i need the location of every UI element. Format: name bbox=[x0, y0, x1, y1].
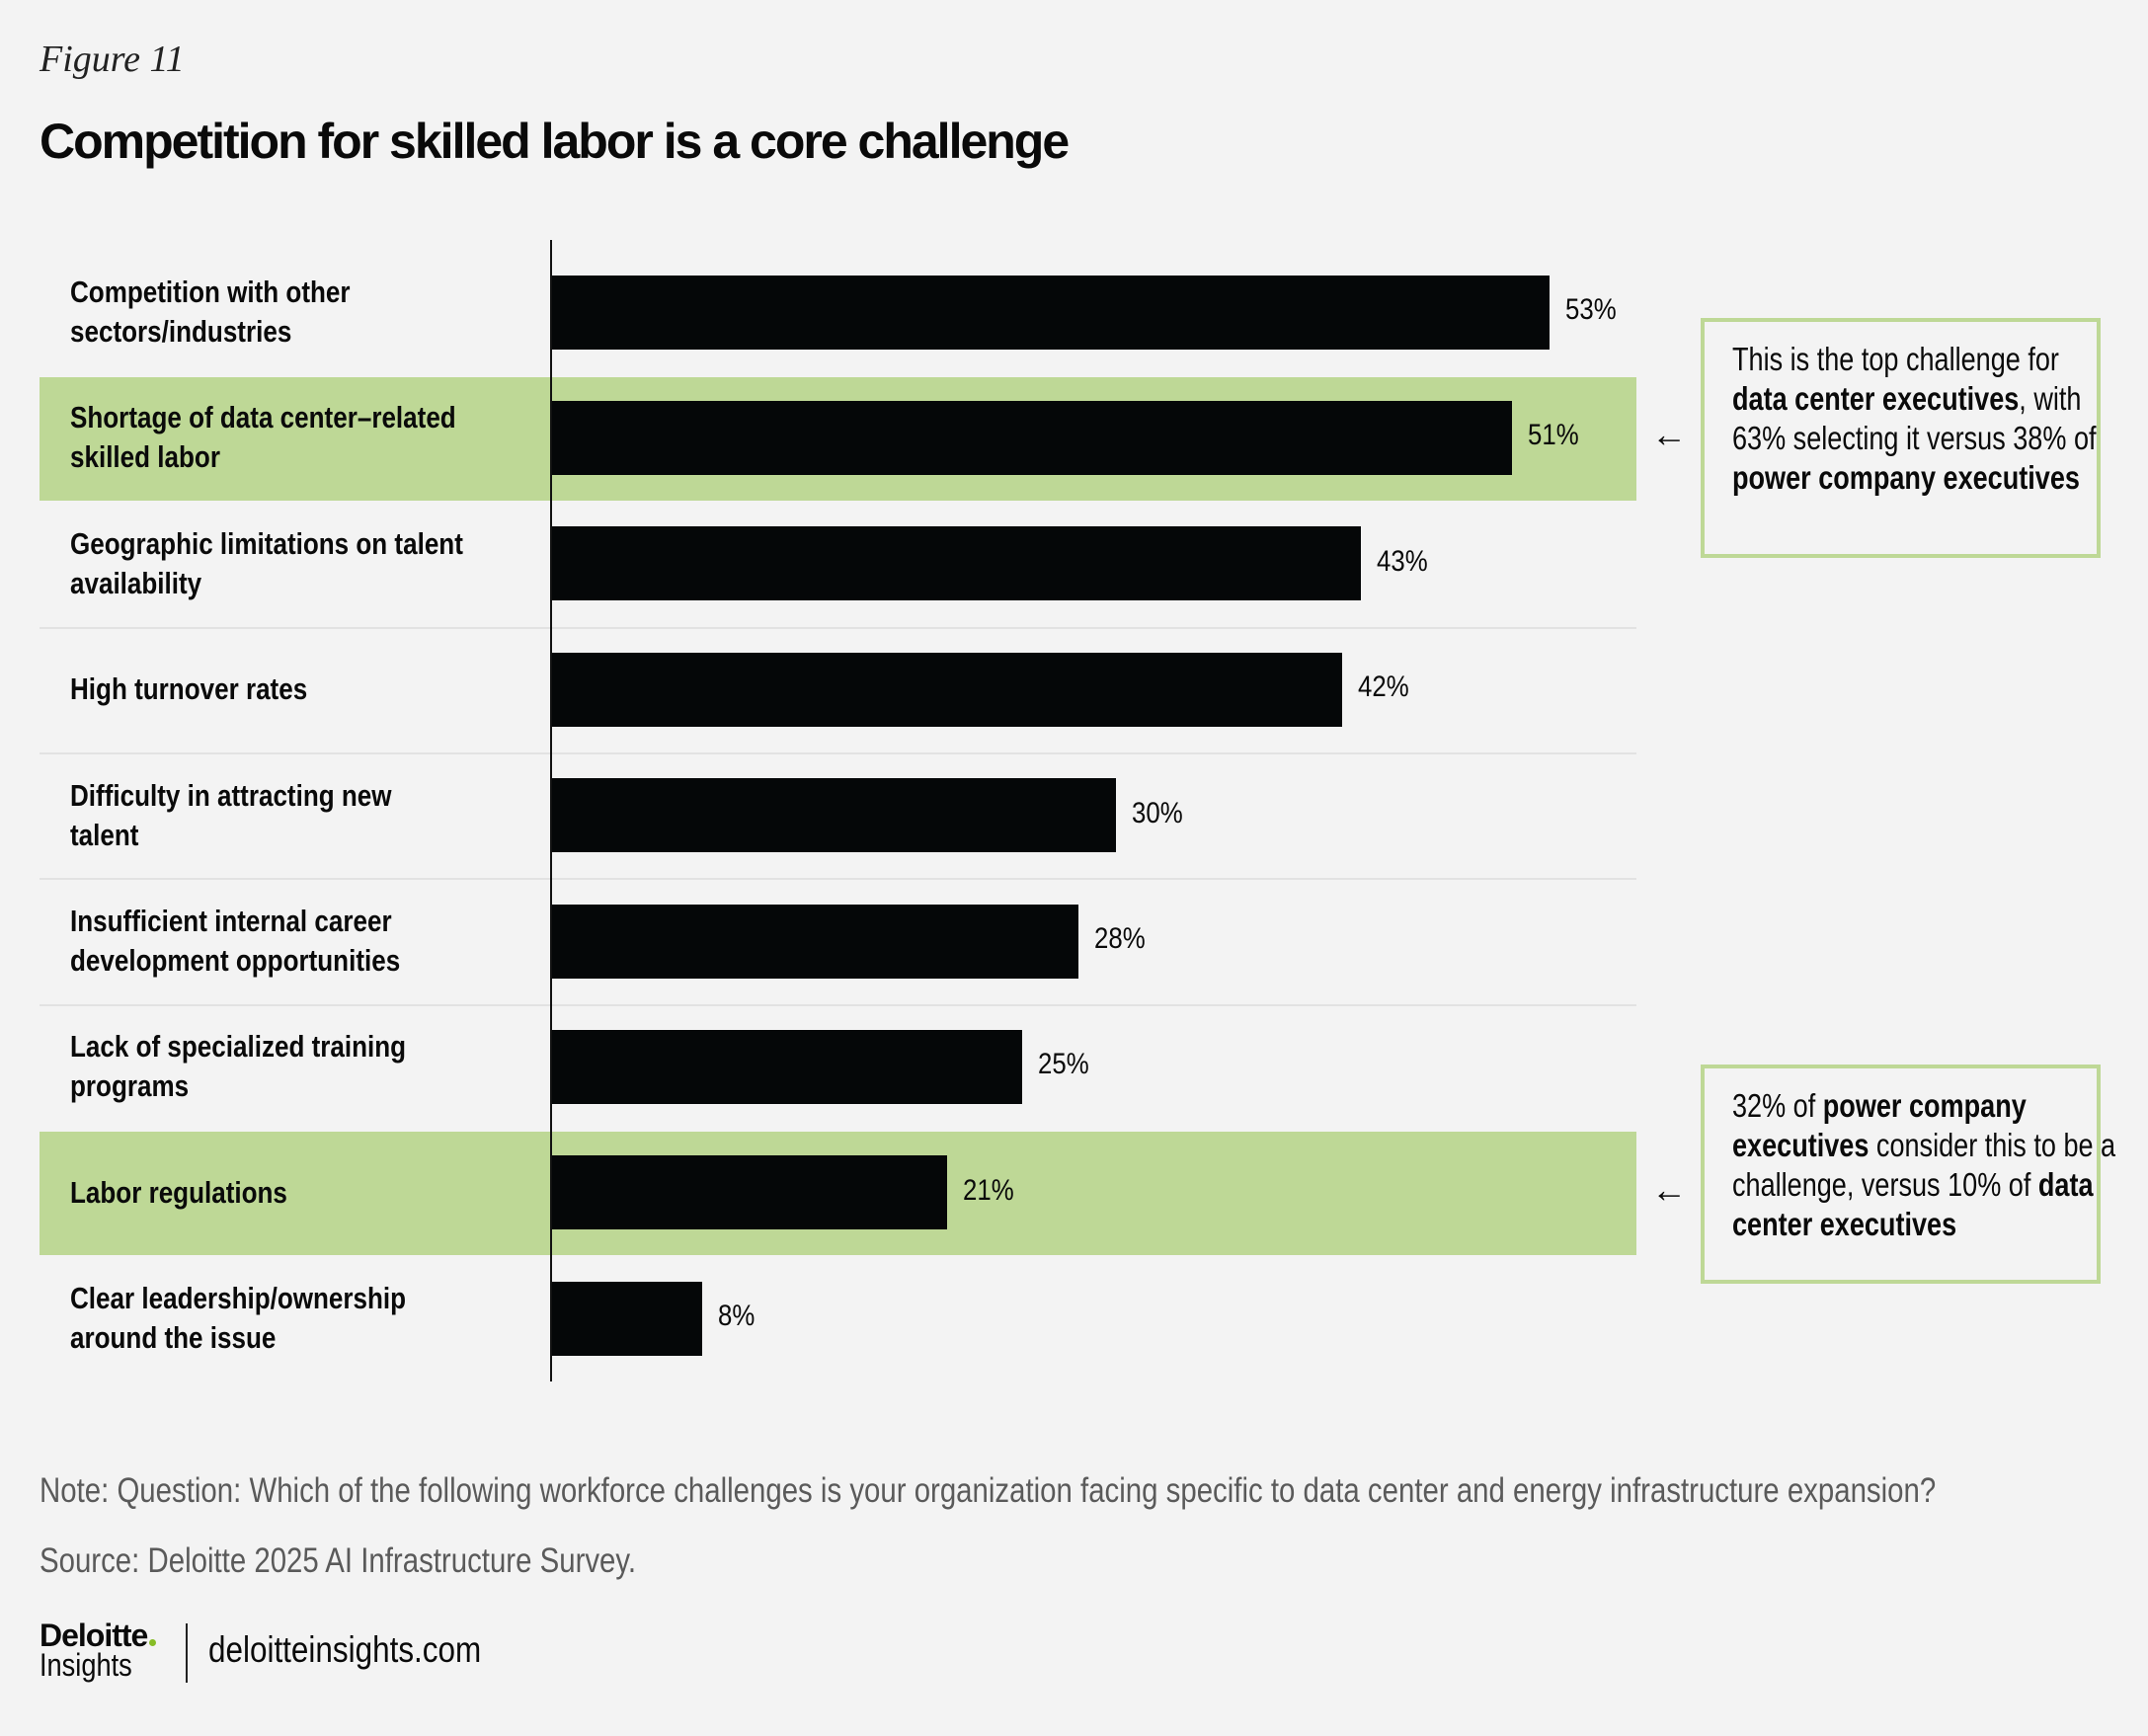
value-label: 53% bbox=[1565, 293, 1617, 326]
category-label-line: programs bbox=[70, 1068, 190, 1104]
category-label-line: Insufficient internal career bbox=[70, 904, 392, 938]
category-label-line: sectors/industries bbox=[70, 314, 292, 349]
annotation-box: 32% of power company executives consider… bbox=[1701, 1064, 2115, 1284]
logo-wordmark: Deloitte bbox=[40, 1618, 148, 1653]
category-label: Competition with other sectors/industries bbox=[70, 273, 351, 352]
category-label: Lack of specialized training programs bbox=[70, 1027, 406, 1106]
category-label: Difficulty in attracting new talent bbox=[70, 776, 392, 855]
category-label-line: Shortage of data center–related bbox=[70, 400, 456, 435]
bar bbox=[551, 275, 1551, 350]
value-label: 21% bbox=[962, 1173, 1014, 1207]
annotation-segment: 32% of bbox=[1732, 1086, 1823, 1124]
category-label: Geographic limitations on talent availabi… bbox=[70, 524, 463, 603]
annotation-box: This is the top challenge for data cente… bbox=[1701, 318, 2101, 559]
category-label-line: availability bbox=[70, 565, 202, 600]
bar bbox=[551, 652, 1343, 727]
left-arrow-icon: ← bbox=[1651, 414, 1687, 455]
annotation-emphasis: power company executives bbox=[1732, 1086, 2027, 1163]
figure-label: Figure 11 bbox=[40, 39, 185, 80]
bar bbox=[551, 1155, 947, 1230]
value-label: 42% bbox=[1358, 671, 1409, 704]
bar bbox=[551, 1281, 702, 1356]
value-label: 51% bbox=[1528, 419, 1579, 452]
left-arrow-icon: ← bbox=[1651, 1168, 1687, 1210]
category-label: Insufficient internal career development … bbox=[70, 902, 400, 981]
bar bbox=[551, 526, 1362, 601]
divider bbox=[186, 1623, 188, 1683]
bar bbox=[551, 904, 1079, 979]
deloitte-logo: Deloitte bbox=[40, 1618, 157, 1654]
category-label-line: Clear leadership/ownership bbox=[70, 1281, 407, 1316]
value-label: 43% bbox=[1377, 544, 1429, 578]
annotation-emphasis: data center executives bbox=[1732, 1165, 2094, 1242]
row-separator bbox=[40, 751, 1636, 754]
bar bbox=[551, 1029, 1022, 1104]
category-label-line: Competition with other bbox=[70, 275, 351, 309]
y-axis-line bbox=[550, 240, 552, 1381]
category-label-line: skilled labor bbox=[70, 439, 220, 475]
bar-chart: Competition with other sectors/industries… bbox=[40, 273, 1636, 1358]
annotation-segment: , with 63% selecting it versus 38% of bbox=[1732, 380, 2097, 457]
bar bbox=[551, 778, 1117, 853]
annotation-emphasis: data center executives bbox=[1732, 380, 2020, 418]
value-label: 8% bbox=[717, 1300, 755, 1333]
category-label-line: Labor regulations bbox=[70, 1174, 287, 1210]
category-label: Labor regulations bbox=[70, 1173, 287, 1213]
category-label-line: around the issue bbox=[70, 1320, 277, 1356]
logo-dot bbox=[149, 1639, 157, 1646]
row-separator bbox=[40, 1003, 1636, 1006]
category-label-line: High turnover rates bbox=[70, 671, 308, 707]
website-link[interactable]: deloitteinsights.com bbox=[208, 1629, 482, 1670]
category-label-line: talent bbox=[70, 817, 139, 852]
note-text: Note: Question: Which of the following w… bbox=[40, 1471, 1937, 1510]
row-separator bbox=[40, 878, 1636, 881]
category-label: Clear leadership/ownership around the iss… bbox=[70, 1279, 406, 1358]
chart-title: Competition for skilled labor is a core … bbox=[40, 114, 1070, 169]
value-label: 28% bbox=[1094, 922, 1146, 955]
category-label-line: development opportunities bbox=[70, 943, 401, 978]
logo-insights: Insights bbox=[40, 1647, 132, 1683]
annotation-segment: This is the top challenge for bbox=[1732, 341, 2059, 378]
bar bbox=[551, 400, 1513, 475]
annotation-emphasis: power company executives bbox=[1732, 459, 2080, 497]
value-label: 25% bbox=[1038, 1048, 1089, 1081]
category-label-line: Difficulty in attracting new bbox=[70, 777, 392, 813]
value-label: 30% bbox=[1132, 796, 1184, 829]
row-separator bbox=[40, 626, 1636, 629]
category-label: High turnover rates bbox=[70, 670, 307, 709]
annotation-text: This is the top challenge for data cente… bbox=[1732, 340, 2121, 498]
source-text: Source: Deloitte 2025 AI Infrastructure … bbox=[40, 1541, 637, 1580]
annotation-segment: consider this to be a challenge, versus … bbox=[1732, 1126, 2116, 1203]
annotation-text: 32% of power company executives consider… bbox=[1732, 1086, 2121, 1244]
category-label-line: Lack of specialized training bbox=[70, 1029, 407, 1065]
category-label: Shortage of data center–related skilled l… bbox=[70, 398, 456, 477]
category-label-line: Geographic limitations on talent bbox=[70, 525, 463, 561]
